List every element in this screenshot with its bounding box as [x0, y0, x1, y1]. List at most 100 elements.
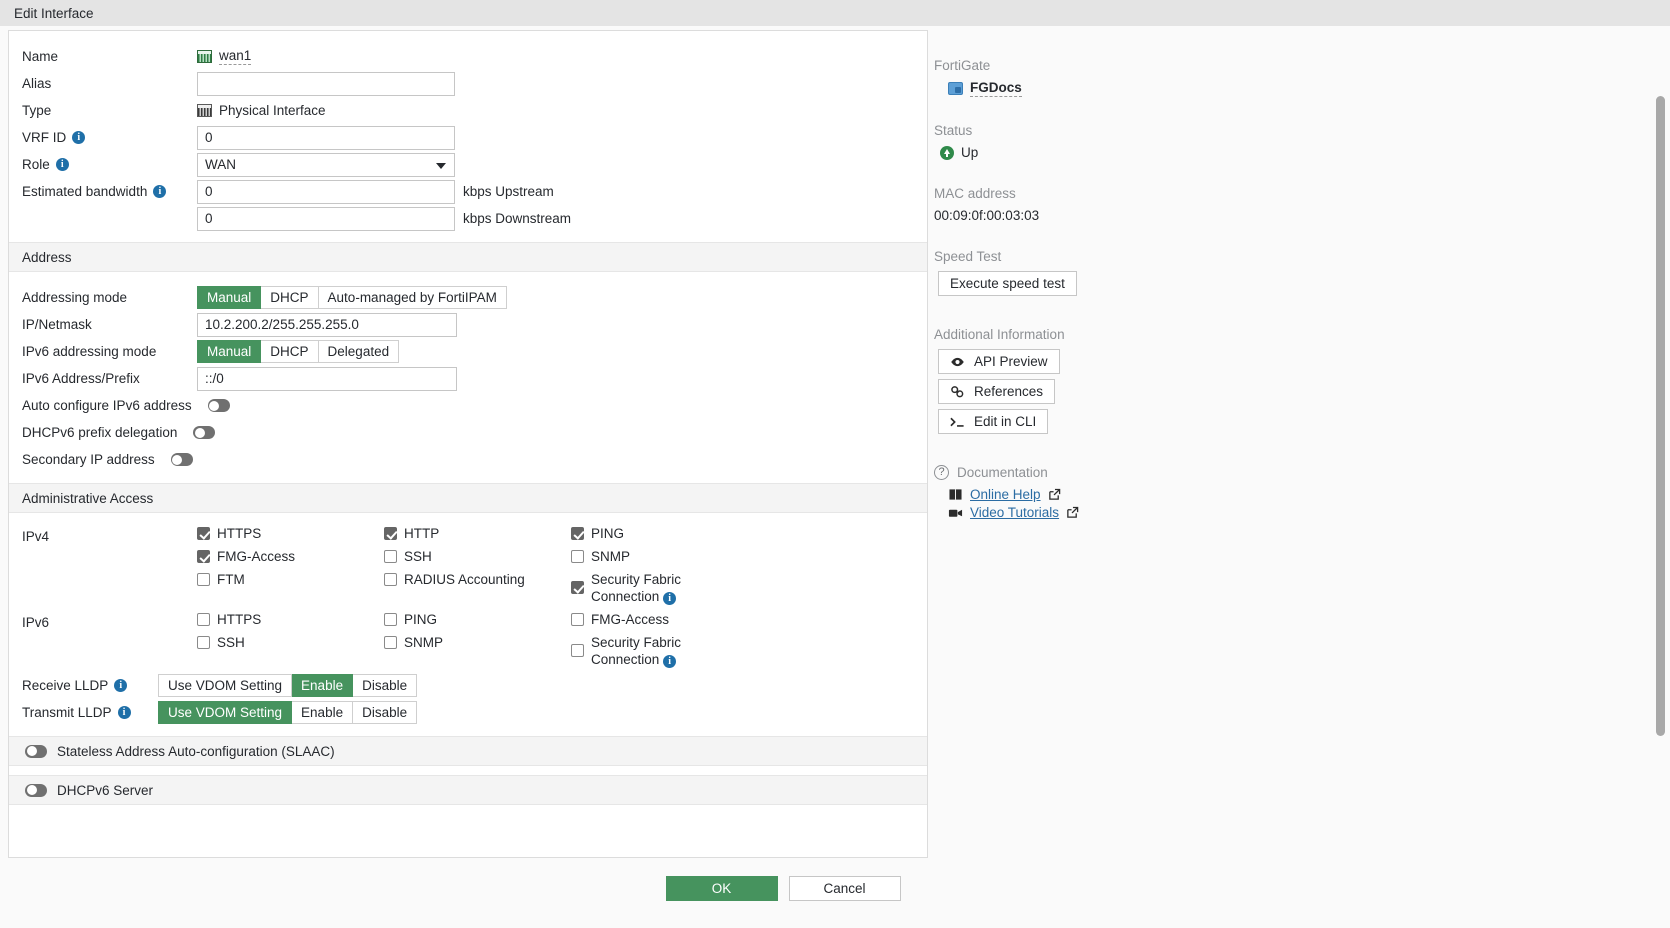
auto-configure-ipv6-toggle[interactable] — [207, 399, 230, 412]
type-label: Type — [22, 103, 52, 118]
checkbox-ipv6-https[interactable]: HTTPS — [197, 611, 384, 634]
ok-button[interactable]: OK — [665, 875, 778, 901]
cli-prompt-icon — [950, 417, 964, 427]
dhcpv6-server-toggle[interactable] — [25, 783, 47, 797]
ipv6-addressing-mode-label: IPv6 addressing mode — [22, 344, 157, 359]
status-title: Status — [934, 123, 973, 138]
online-help-link[interactable]: Online Help — [934, 487, 1492, 502]
info-icon[interactable]: i — [663, 655, 677, 668]
checkbox-box[interactable] — [197, 636, 210, 649]
checkbox-ipv4-ping[interactable]: PING — [571, 525, 771, 548]
documentation-block: ? Documentation Online Help — [934, 465, 1492, 520]
checkbox-ipv4-security-fabric-connection[interactable]: Security Fabric Connection i — [571, 571, 771, 605]
ipv6-addressing-mode-option-manual[interactable]: Manual — [197, 340, 262, 363]
transmit-lldp-option-use-vdom-setting[interactable]: Use VDOM Setting — [158, 701, 293, 724]
info-icon[interactable]: i — [153, 185, 167, 198]
checkbox-ipv6-snmp[interactable]: SNMP — [384, 634, 571, 657]
downstream-unit-label: kbps Downstream — [463, 211, 572, 226]
alias-input[interactable] — [197, 71, 455, 96]
vertical-scrollbar-thumb[interactable] — [1656, 96, 1665, 736]
execute-speed-test-button[interactable]: Execute speed test — [938, 271, 1077, 296]
receive-lldp-option-disable[interactable]: Disable — [353, 674, 418, 697]
info-icon[interactable]: i — [663, 592, 677, 605]
checkbox-box[interactable] — [384, 636, 397, 649]
address-settings-group: Addressing mode Manual DHCP Auto-managed… — [9, 272, 927, 483]
ip-netmask-input[interactable] — [197, 312, 457, 337]
checkbox-box[interactable] — [384, 550, 397, 563]
checkbox-box[interactable] — [571, 644, 584, 657]
fortigate-value-row[interactable]: FGDocs — [934, 80, 1492, 97]
references-button[interactable]: References — [938, 379, 1056, 404]
checkbox-ipv4-ftm[interactable]: FTM — [197, 571, 384, 594]
addressing-mode-option-manual[interactable]: Manual — [197, 286, 262, 309]
interface-name-value: wan1 — [219, 48, 252, 65]
ipv6-addressing-mode-option-delegated[interactable]: Delegated — [318, 340, 400, 363]
checkbox-box[interactable] — [197, 573, 210, 586]
receive-lldp-label-text: Receive LLDP — [22, 678, 109, 693]
role-select[interactable]: WAN — [197, 152, 455, 177]
addressing-mode-option-fortiipam[interactable]: Auto-managed by FortiIPAM — [318, 286, 507, 309]
info-icon[interactable]: i — [114, 679, 128, 692]
checkbox-box[interactable] — [384, 613, 397, 626]
checkbox-ipv4-radius-accounting[interactable]: RADIUS Accounting — [384, 571, 571, 594]
role-selected-value: WAN — [205, 157, 236, 172]
api-preview-label: API Preview — [974, 354, 1048, 369]
transmit-lldp-option-disable[interactable]: Disable — [353, 701, 418, 724]
ipv4-access-column-1: HTTPS FMG-Access FTM — [197, 525, 384, 605]
checkbox-ipv6-fmg-access[interactable]: FMG-Access — [571, 611, 771, 634]
checkbox-box[interactable] — [384, 527, 397, 540]
checkbox-ipv4-http[interactable]: HTTP — [384, 525, 571, 548]
checkbox-box[interactable] — [571, 527, 584, 540]
checkbox-ipv6-security-fabric-connection[interactable]: Security Fabric Connection i — [571, 634, 771, 668]
address-section-title: Address — [22, 249, 72, 265]
checkbox-box[interactable] — [197, 527, 210, 540]
checkbox-box[interactable] — [384, 573, 397, 586]
transmit-lldp-label: Transmit LLDP i — [22, 705, 158, 720]
api-preview-button[interactable]: API Preview — [938, 349, 1060, 374]
ipv6-addressing-mode-option-dhcp[interactable]: DHCP — [261, 340, 319, 363]
checkbox-ipv4-fmg-access[interactable]: FMG-Access — [197, 548, 384, 571]
checkbox-box[interactable] — [571, 550, 584, 563]
edit-in-cli-label: Edit in CLI — [974, 414, 1037, 429]
video-tutorials-link[interactable]: Video Tutorials — [934, 505, 1492, 520]
addressing-mode-option-dhcp[interactable]: DHCP — [261, 286, 319, 309]
estimated-bandwidth-downstream-input[interactable] — [197, 206, 455, 231]
interface-info-side-panel: FortiGate FGDocs Status Up MAC address 0… — [932, 30, 1492, 858]
mac-address-value: 00:09:0f:00:03:03 — [934, 208, 1040, 223]
checkbox-box[interactable] — [197, 613, 210, 626]
vertical-scrollbar-track[interactable] — [1656, 52, 1668, 928]
row-auto-configure-ipv6: Auto configure IPv6 address — [9, 392, 927, 419]
name-label: Name — [22, 49, 59, 64]
estimated-bandwidth-upstream-input[interactable] — [197, 179, 455, 204]
checkbox-ipv4-https[interactable]: HTTPS — [197, 525, 384, 548]
vrf-id-input[interactable] — [197, 125, 455, 150]
checkbox-ipv4-snmp[interactable]: SNMP — [571, 548, 771, 571]
ipv6-address-prefix-input[interactable] — [197, 366, 457, 391]
checkbox-label: SNMP — [591, 549, 631, 564]
receive-lldp-option-use-vdom-setting[interactable]: Use VDOM Setting — [158, 674, 293, 697]
row-vrf-id: VRF ID i — [9, 124, 927, 151]
checkbox-ipv4-ssh[interactable]: SSH — [384, 548, 571, 571]
checkbox-ipv6-ssh[interactable]: SSH — [197, 634, 384, 657]
receive-lldp-option-enable[interactable]: Enable — [292, 674, 354, 697]
checkbox-box[interactable] — [571, 581, 584, 594]
ipv6-access-checkbox-grid: HTTPS SSH PING — [197, 611, 771, 668]
checkbox-box[interactable] — [197, 550, 210, 563]
checkbox-ipv6-ping[interactable]: PING — [384, 611, 571, 634]
secondary-ip-address-toggle[interactable] — [170, 453, 193, 466]
slaac-toggle[interactable] — [25, 744, 47, 758]
cancel-button[interactable]: Cancel — [788, 875, 901, 901]
dhcpv6-prefix-delegation-toggle[interactable] — [193, 426, 216, 439]
fortigate-block: FortiGate FGDocs — [934, 58, 1492, 97]
checkbox-box[interactable] — [571, 613, 584, 626]
checkbox-label: RADIUS Accounting — [404, 572, 525, 587]
info-icon[interactable]: i — [55, 158, 69, 171]
slaac-section-header[interactable]: Stateless Address Auto-configuration (SL… — [9, 736, 927, 766]
section-gap — [9, 766, 927, 775]
transmit-lldp-option-enable[interactable]: Enable — [292, 701, 354, 724]
dhcpv6-server-section-header[interactable]: DHCPv6 Server — [9, 775, 927, 805]
info-icon[interactable]: i — [72, 131, 86, 144]
edit-in-cli-button[interactable]: Edit in CLI — [938, 409, 1049, 434]
mac-address-title: MAC address — [934, 186, 1016, 201]
info-icon[interactable]: i — [117, 706, 131, 719]
